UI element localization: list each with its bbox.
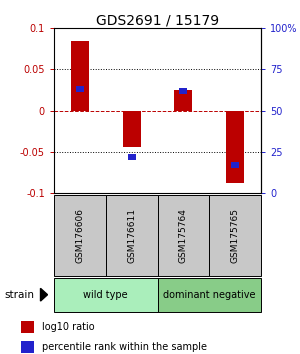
Text: GSM175765: GSM175765	[231, 208, 240, 263]
Bar	[158, 195, 209, 276]
Bar	[226, 111, 244, 183]
Text: dominant negative: dominant negative	[163, 290, 256, 300]
Text: GSM176611: GSM176611	[127, 208, 136, 263]
Bar	[209, 195, 261, 276]
Text: GSM175764: GSM175764	[179, 208, 188, 263]
Text: wild type: wild type	[83, 290, 128, 300]
Bar	[158, 278, 261, 312]
Bar	[128, 154, 136, 160]
Bar	[231, 162, 239, 168]
Bar	[71, 41, 89, 111]
Bar	[179, 88, 187, 94]
Polygon shape	[40, 288, 47, 301]
Bar	[20, 341, 34, 353]
Bar	[20, 321, 34, 333]
Text: percentile rank within the sample: percentile rank within the sample	[42, 342, 207, 353]
Bar	[54, 278, 158, 312]
Bar	[54, 195, 106, 276]
Text: GSM176606: GSM176606	[75, 208, 84, 263]
Text: strain: strain	[4, 290, 34, 300]
Bar	[76, 86, 84, 92]
Title: GDS2691 / 15179: GDS2691 / 15179	[96, 13, 219, 27]
Bar	[174, 90, 192, 111]
Bar	[123, 111, 141, 147]
Text: log10 ratio: log10 ratio	[42, 322, 95, 332]
Bar	[106, 195, 158, 276]
